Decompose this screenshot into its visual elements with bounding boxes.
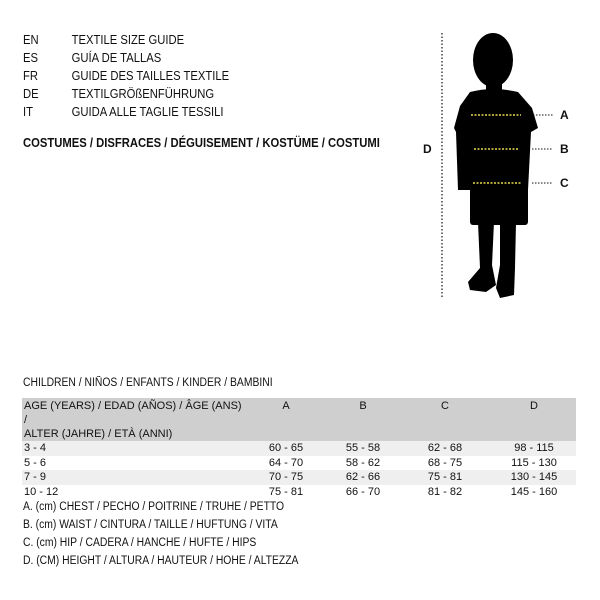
legend-height: D. (CM) HEIGHT / ALTURA / HAUTEUR / HÖHE… bbox=[23, 555, 299, 567]
measurement-lines bbox=[471, 114, 553, 184]
table-row: 3 - 4 60 - 65 55 - 58 62 - 68 98 - 115 bbox=[22, 441, 576, 456]
label-c: C bbox=[560, 176, 569, 190]
col-a-header: A bbox=[244, 398, 326, 441]
legend-chest: A. (cm) CHEST / PECHO / POITRINE / TRUHE… bbox=[23, 501, 285, 513]
table-row: 7 - 9 70 - 75 62 - 66 75 - 81 130 - 145 bbox=[22, 470, 576, 485]
table-header: AGE (YEARS) / EDAD (AÑOS) / ÂGE (ANS) / A… bbox=[22, 398, 576, 441]
title-fr: FR GUIDE DES TAILLES TEXTILE bbox=[23, 69, 230, 83]
col-d-header: D bbox=[490, 398, 576, 441]
label-d: D bbox=[423, 142, 432, 156]
table-row: 10 - 12 75 - 81 66 - 70 81 - 82 145 - 160 bbox=[24, 485, 558, 498]
child-measurement-figure: D A B C bbox=[423, 33, 569, 298]
child-silhouette bbox=[454, 33, 538, 298]
title-de: DE TEXTILGRÖßENFÜHRUNG bbox=[23, 87, 215, 101]
size-table: AGE (YEARS) / EDAD (AÑOS) / ÂGE (ANS) / A… bbox=[22, 398, 576, 499]
table-row: 5 - 6 64 - 70 58 - 62 68 - 75 115 - 130 bbox=[24, 456, 557, 469]
label-b: B bbox=[560, 142, 569, 156]
title-es: ES GUÍA DE TALLAS bbox=[23, 51, 162, 65]
legend-waist: B. (cm) WAIST / CINTURA / TAILLE / HÜFTU… bbox=[23, 519, 278, 531]
legend-hip: C. (cm) HIP / CADERA / HANCHE / HÜFTE / … bbox=[23, 537, 257, 549]
label-a: A bbox=[560, 108, 569, 122]
category-heading: COSTUMES / DISFRACES / DÉGUISEMENT / KOS… bbox=[23, 136, 380, 150]
col-b-header: B bbox=[326, 398, 398, 441]
section-heading: CHILDREN / NIÑOS / ENFANTS / KINDER / BA… bbox=[23, 377, 273, 389]
age-header: AGE (YEARS) / EDAD (AÑOS) / ÂGE (ANS) / A… bbox=[22, 398, 244, 441]
col-c-header: C bbox=[398, 398, 490, 441]
title-it: IT GUIDA ALLE TAGLIE TESSILI bbox=[23, 105, 224, 119]
title-en: EN TEXTILE SIZE GUIDE bbox=[23, 33, 185, 47]
